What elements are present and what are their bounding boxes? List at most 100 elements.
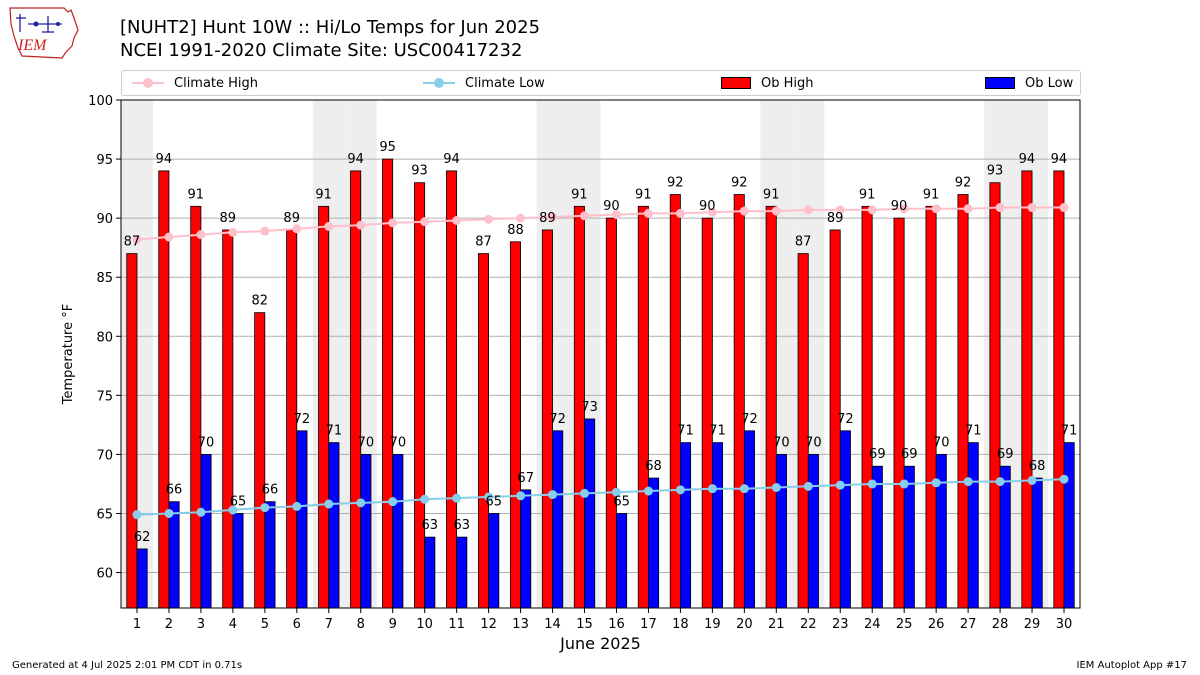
climate-high-point-day-22	[803, 205, 813, 215]
ob-low-label-day-15: 73	[581, 400, 598, 415]
ob-high-label-day-8: 94	[347, 152, 364, 167]
climate-low-point-day-18	[675, 485, 685, 495]
ob-low-label-day-22: 70	[805, 435, 822, 450]
ob-low-label-day-29: 68	[1029, 459, 1046, 474]
x-tick-label-18: 18	[672, 617, 689, 632]
ob-low-label-day-14: 72	[549, 412, 566, 427]
x-tick-label-29: 29	[1024, 617, 1041, 632]
legend-label-ob-high: Ob High	[761, 75, 814, 91]
ob-high-bar-day-10	[414, 182, 426, 609]
ob-low-bar-day-20	[743, 430, 755, 609]
legend-swatch-climate-low	[423, 76, 455, 90]
ob-high-label-day-21: 91	[763, 187, 780, 202]
ob-low-label-day-17: 68	[645, 459, 662, 474]
ob-high-label-day-10: 93	[411, 164, 428, 179]
ob-high-bar-day-28	[989, 182, 1001, 609]
climate-high-point-day-16	[611, 210, 621, 220]
ob-low-bar-day-9	[392, 454, 404, 609]
climate-high-point-day-23	[835, 205, 845, 215]
ob-high-label-day-3: 91	[188, 187, 205, 202]
ob-high-bar-day-20	[733, 194, 745, 609]
ob-low-label-day-20: 72	[741, 412, 758, 427]
climate-high-point-day-11	[452, 216, 462, 226]
ob-low-label-day-5: 66	[262, 483, 279, 498]
plot-frame	[120, 99, 1081, 609]
iem-logo: IEM	[9, 7, 79, 59]
legend-label-climate-low: Climate Low	[465, 75, 545, 91]
climate-high-point-day-9	[388, 218, 398, 228]
climate-low-point-day-27	[963, 477, 973, 487]
ob-low-bar-day-19	[711, 442, 724, 609]
ob-high-label-day-27: 92	[955, 176, 972, 191]
climate-high-dot-swatch	[143, 78, 153, 88]
x-tick-label-25: 25	[896, 617, 913, 632]
climate-low-point-day-13	[516, 491, 526, 501]
climate-high-point-day-10	[420, 217, 430, 227]
ob-low-bar-day-14	[552, 430, 564, 609]
climate-high-point-day-4	[228, 227, 238, 237]
svg-text:IEM: IEM	[17, 37, 48, 54]
climate-low-point-day-8	[356, 498, 366, 508]
climate-low-point-day-2	[164, 508, 174, 518]
ob-low-bar-day-28	[999, 465, 1011, 609]
ob-high-bar-day-3	[190, 205, 202, 609]
climate-low-point-day-1	[132, 510, 142, 520]
chart-title: [NUHT2] Hunt 10W :: Hi/Lo Temps for Jun …	[120, 17, 541, 38]
x-tick-label-22: 22	[800, 617, 817, 632]
ob-high-label-day-29: 94	[1019, 152, 1036, 167]
footer-app-id: IEM Autoplot App #17	[1076, 660, 1187, 671]
climate-high-point-day-30	[1059, 203, 1069, 213]
ob-high-label-day-9: 95	[379, 140, 396, 155]
y-tick-label-60: 60	[96, 567, 113, 582]
ob-low-bar-day-10	[424, 536, 436, 609]
climate-high-point-day-24	[867, 205, 877, 215]
ob-low-bar-day-18	[680, 442, 692, 609]
footer-generated: Generated at 4 Jul 2025 2:01 PM CDT in 0…	[12, 660, 243, 671]
climate-high-line	[136, 206, 1064, 241]
climate-high-point-day-28	[995, 203, 1005, 213]
legend: Climate High Climate Low Ob High Ob Low	[121, 70, 1081, 96]
climate-low-point-day-29	[1027, 475, 1037, 485]
ob-high-bar-day-30	[1053, 170, 1065, 609]
ob-low-label-day-23: 72	[837, 412, 854, 427]
legend-item-ob-high: Ob High	[719, 71, 814, 95]
climate-low-point-day-28	[995, 477, 1005, 487]
ob-high-label-day-17: 91	[635, 187, 652, 202]
y-tick-label-95: 95	[96, 153, 113, 168]
climate-low-line	[136, 478, 1065, 516]
legend-item-climate-high: Climate High	[132, 71, 258, 95]
x-tick-label-19: 19	[704, 617, 721, 632]
legend-item-ob-low: Ob Low	[983, 71, 1073, 95]
climate-low-point-day-9	[388, 497, 398, 507]
ob-low-label-day-8: 70	[358, 435, 375, 450]
ob-high-label-day-25: 90	[891, 199, 908, 214]
climate-low-point-day-23	[835, 480, 845, 490]
x-tick-label-11: 11	[448, 617, 465, 632]
ob-high-label-day-15: 91	[571, 187, 588, 202]
climate-low-point-day-19	[707, 484, 717, 494]
x-tick-label-9: 9	[389, 617, 397, 632]
ob-low-label-day-25: 69	[901, 447, 918, 462]
ob-high-bar-day-12	[477, 253, 490, 609]
climate-high-point-day-5	[260, 226, 270, 236]
ob-high-bar-day-18	[669, 194, 681, 609]
y-tick-label-75: 75	[96, 389, 113, 404]
climate-high-point-day-6	[292, 224, 302, 234]
ob-high-label-day-20: 92	[731, 176, 748, 191]
ob-low-label-day-1: 62	[134, 530, 151, 545]
ob-low-label-day-26: 70	[933, 435, 950, 450]
ob-low-bar-day-7	[328, 442, 340, 609]
ob-low-label-day-24: 69	[869, 447, 886, 462]
climate-low-point-day-4	[228, 505, 238, 515]
y-tick-label-65: 65	[96, 507, 113, 522]
climate-high-point-day-19	[707, 207, 717, 217]
climate-high-point-day-29	[1027, 203, 1037, 213]
ob-low-label-day-10: 63	[422, 518, 439, 533]
climate-high-point-day-21	[771, 206, 781, 216]
ob-high-label-day-24: 91	[859, 187, 876, 202]
ob-low-label-day-3: 70	[198, 435, 215, 450]
x-tick-label-23: 23	[832, 617, 849, 632]
ob-low-bar-day-3	[200, 454, 212, 609]
x-tick-label-28: 28	[992, 617, 1009, 632]
ob-high-label-day-6: 89	[283, 211, 300, 226]
